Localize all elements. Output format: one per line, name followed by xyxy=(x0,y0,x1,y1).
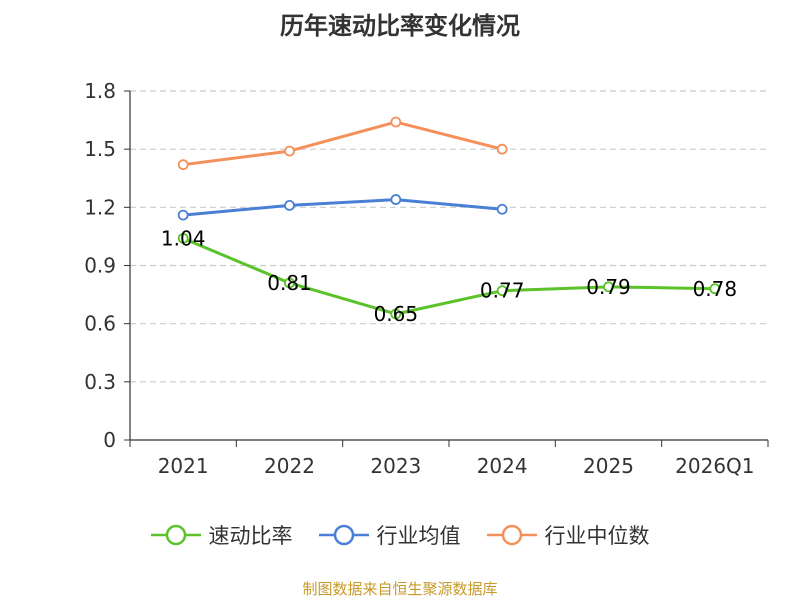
x-tick-label: 2021 xyxy=(158,454,209,478)
data-point-quick-ratio xyxy=(177,232,189,244)
data-label-quick-ratio: 0.65 xyxy=(374,302,419,326)
x-tick-label: 2026Q1 xyxy=(675,454,754,478)
legend-marker-quick-ratio xyxy=(150,524,201,546)
legend-label-industry-median: 行业中位数 xyxy=(544,524,650,548)
data-point-quick-ratio xyxy=(709,283,721,295)
source-note: 制图数据来自恒生聚源数据库 xyxy=(302,580,498,598)
legend-item-industry-median[interactable]: 行业中位数 xyxy=(486,520,650,550)
data-label-quick-ratio: 0.77 xyxy=(480,279,525,303)
series-line-quick-ratio xyxy=(182,236,715,316)
y-tick-label: 0.3 xyxy=(84,370,116,394)
legend-marker-industry-median xyxy=(486,524,537,546)
data-point-industry-mean xyxy=(496,203,508,215)
data-point-industry-median xyxy=(496,143,508,155)
legend-marker-industry-mean xyxy=(318,524,369,546)
data-point-industry-mean xyxy=(390,194,402,205)
data-point-quick-ratio xyxy=(284,277,295,289)
chart-title: 历年速动比率变化情况 xyxy=(280,12,520,40)
data-point-quick-ratio xyxy=(390,308,402,320)
x-tick-label: 2025 xyxy=(583,454,634,478)
x-tick-label: 2024 xyxy=(477,454,528,478)
x-tick-label: 2022 xyxy=(264,454,315,478)
legend-item-industry-mean[interactable]: 行业均值 xyxy=(318,520,461,550)
data-label-quick-ratio: 1.04 xyxy=(161,226,206,250)
series-line-industry-median xyxy=(182,120,503,167)
y-tick-label: 1.8 xyxy=(84,79,116,103)
legend-label-quick-ratio: 速动比率 xyxy=(208,524,293,548)
series-line-industry-mean xyxy=(183,198,503,217)
y-tick-label: 1.5 xyxy=(84,137,116,161)
y-tick-label: 1.2 xyxy=(84,195,116,219)
legend-item-quick-ratio[interactable]: 速动比率 xyxy=(150,520,293,550)
x-tick-label: 2023 xyxy=(370,454,421,478)
data-point-quick-ratio xyxy=(496,285,508,297)
legend: 速动比率 行业均值 行业中位数 xyxy=(0,520,800,550)
data-point-industry-mean xyxy=(177,209,189,221)
data-label-quick-ratio: 0.79 xyxy=(586,275,631,299)
data-label-quick-ratio: 0.81 xyxy=(267,271,312,295)
data-label-quick-ratio: 0.78 xyxy=(693,277,738,301)
data-point-industry-median xyxy=(177,159,189,171)
legend-label-industry-mean: 行业均值 xyxy=(376,524,461,548)
y-tick-label: 0 xyxy=(103,428,116,452)
data-point-industry-mean xyxy=(284,199,295,211)
y-tick-label: 0.6 xyxy=(84,312,116,336)
data-point-industry-median xyxy=(284,145,295,157)
y-tick-label: 0.9 xyxy=(84,254,116,278)
data-point-industry-median xyxy=(390,116,402,128)
data-point-quick-ratio xyxy=(603,281,614,293)
